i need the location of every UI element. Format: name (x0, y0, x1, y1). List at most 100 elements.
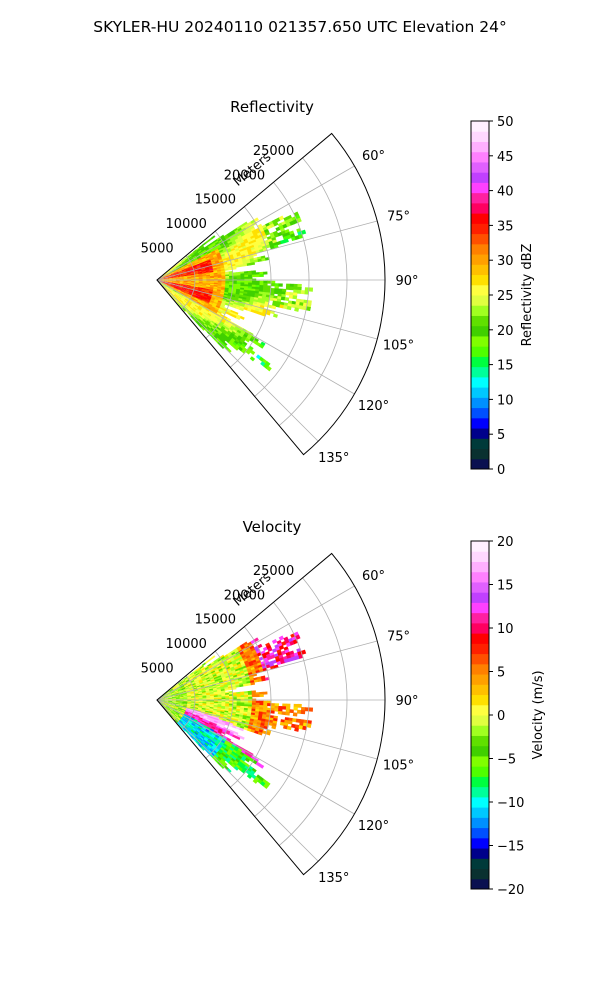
field-cell (187, 675, 192, 679)
field-cell (185, 289, 190, 292)
field-cell (225, 666, 231, 670)
field-cell (213, 256, 219, 260)
field-cell (231, 651, 236, 656)
field-cell (175, 683, 180, 687)
field-cell (206, 326, 211, 331)
field-cell (190, 272, 195, 275)
field-cell (198, 691, 203, 694)
field-cell (203, 681, 208, 685)
field-cell (203, 716, 208, 720)
field-cell (182, 285, 188, 288)
velocity-ticks: 60°75°90°105°120°135°5000100001500020000… (141, 564, 419, 886)
field-cell (181, 710, 186, 713)
field-cell (186, 253, 191, 258)
field-cell (182, 261, 187, 265)
field-cell (228, 267, 233, 271)
colorbar-tick-label: −20 (497, 883, 524, 898)
field-cell (205, 327, 210, 332)
field-cell (208, 710, 214, 713)
field-cell (171, 284, 176, 287)
field-cell (190, 297, 195, 301)
field-cell (198, 297, 204, 300)
field-cell (182, 295, 187, 299)
field-cell (286, 703, 291, 708)
field-cell (263, 700, 268, 704)
field-cell (163, 703, 168, 706)
field-cell (249, 356, 256, 362)
field-cell (221, 309, 227, 314)
field-cell (171, 272, 176, 275)
field-cell (185, 710, 190, 714)
field-cell (242, 263, 248, 267)
field-cell (187, 255, 192, 259)
field-cell (226, 238, 232, 243)
field-cell (207, 296, 212, 300)
field-cell (244, 337, 251, 343)
field-cell (239, 264, 244, 268)
field-cell (171, 695, 176, 697)
field-cell (218, 308, 224, 312)
field-cell (183, 704, 188, 706)
field-cell (166, 285, 171, 289)
field-cell (221, 720, 227, 724)
field-cell (215, 264, 221, 267)
field-cell (190, 287, 195, 290)
field-cell (178, 261, 183, 265)
field-cell (220, 319, 226, 324)
field-cell (190, 679, 195, 683)
field-cell (164, 701, 169, 703)
field-cell (206, 249, 212, 254)
field-cell (240, 343, 247, 348)
field-cell (164, 277, 169, 279)
field-cell (167, 285, 171, 288)
field-cell (182, 705, 188, 707)
colorbar-swatch (471, 571, 489, 583)
field-cell (230, 729, 235, 734)
field-cell (209, 720, 215, 724)
field-cell (164, 282, 169, 285)
field-cell (175, 285, 180, 287)
field-cell (203, 671, 208, 675)
field-cell (274, 703, 280, 707)
field-cell (170, 292, 175, 297)
field-cell (173, 288, 178, 291)
field-cell (192, 727, 197, 732)
field-cell (209, 289, 214, 292)
field-cell (195, 294, 201, 297)
field-cell (181, 267, 186, 270)
field-cell (240, 693, 245, 696)
field-cell (232, 725, 237, 729)
colorbar-swatch (471, 376, 489, 388)
colorbar-swatch (471, 827, 489, 839)
field-cell (175, 283, 180, 286)
field-cell (244, 662, 250, 667)
field-cell (183, 293, 188, 297)
field-cell (283, 658, 289, 664)
field-cell (291, 236, 297, 242)
field-cell (164, 277, 169, 279)
field-cell (241, 234, 247, 239)
field-cell (194, 725, 199, 729)
field-cell (197, 726, 203, 731)
field-cell (163, 693, 167, 696)
colorbar-tick-label: 20 (497, 535, 514, 550)
field-cell (221, 700, 226, 703)
field-cell (175, 694, 180, 697)
field-cell (225, 326, 230, 332)
field-cell (236, 314, 242, 319)
field-cell (219, 726, 224, 731)
field-cell (202, 286, 207, 288)
field-cell (179, 704, 184, 706)
field-cell (175, 275, 180, 278)
range-tick-label: 5000 (141, 662, 174, 677)
field-cell (190, 724, 195, 728)
field-cell (258, 763, 265, 769)
field-cell (190, 286, 195, 289)
field-cell (221, 657, 227, 662)
field-cell (186, 261, 191, 264)
field-cell (217, 330, 223, 335)
field-cell (174, 690, 179, 693)
field-cell (253, 259, 259, 263)
field-cell (204, 710, 210, 713)
